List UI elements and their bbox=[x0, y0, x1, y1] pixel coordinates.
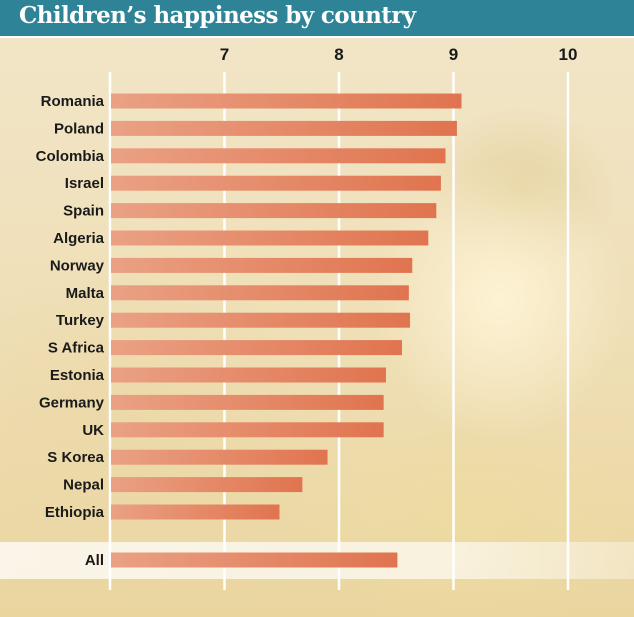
bar bbox=[111, 422, 384, 438]
bar bbox=[111, 367, 386, 383]
category-label: Colombia bbox=[36, 148, 105, 165]
category-label: Norway bbox=[50, 257, 105, 274]
bar bbox=[111, 257, 413, 273]
category-label: Germany bbox=[39, 394, 105, 411]
bar bbox=[111, 230, 429, 246]
bar bbox=[111, 93, 462, 109]
category-label: Estonia bbox=[50, 367, 105, 384]
bar bbox=[111, 477, 303, 493]
bar bbox=[111, 504, 280, 520]
category-label: Romania bbox=[41, 93, 105, 110]
bar bbox=[111, 148, 446, 164]
category-label: Malta bbox=[66, 285, 105, 302]
category-label: Turkey bbox=[56, 312, 105, 329]
bar bbox=[111, 340, 402, 356]
x-tick-label: 8 bbox=[334, 45, 343, 64]
category-label: S Africa bbox=[48, 340, 105, 357]
category-label: Nepal bbox=[63, 477, 104, 494]
x-tick-label: 9 bbox=[449, 45, 458, 64]
category-label: Ethiopia bbox=[45, 504, 105, 521]
category-label: Spain bbox=[63, 203, 104, 220]
category-label: S Korea bbox=[47, 449, 104, 466]
bar bbox=[111, 285, 409, 301]
bar bbox=[111, 203, 437, 219]
category-label: UK bbox=[82, 422, 104, 439]
title-bar: Children’s happiness by country bbox=[0, 0, 634, 38]
x-tick-label: 7 bbox=[220, 45, 229, 64]
category-label: Algeria bbox=[53, 230, 105, 247]
category-label: All bbox=[85, 552, 104, 569]
bar bbox=[111, 449, 328, 465]
bar bbox=[111, 120, 457, 136]
category-label: Israel bbox=[65, 175, 104, 192]
category-label: Poland bbox=[54, 120, 104, 137]
chart-title: Children’s happiness by country bbox=[19, 2, 416, 29]
bar bbox=[111, 175, 441, 191]
bar bbox=[111, 552, 398, 568]
x-tick-label: 10 bbox=[559, 45, 578, 64]
bar bbox=[111, 312, 410, 328]
bar bbox=[111, 394, 384, 410]
